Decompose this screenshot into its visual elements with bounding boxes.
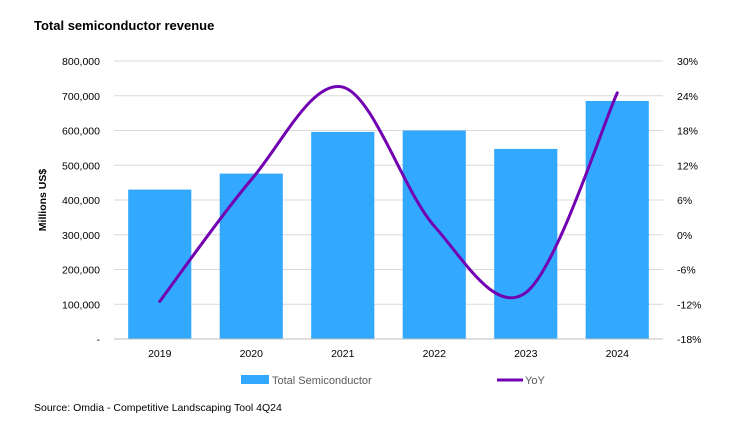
- y2-tick-label: 6%: [677, 195, 692, 207]
- bar: [128, 189, 192, 339]
- bar: [585, 100, 649, 340]
- y-tick-label: 500,000: [62, 160, 100, 172]
- y2-tick-label: -12%: [677, 299, 702, 311]
- source-note: Source: Omdia - Competitive Landscaping …: [34, 402, 282, 414]
- y-tick-label: 600,000: [62, 126, 100, 138]
- x-tick-label: 2020: [240, 348, 264, 360]
- legend-swatch-total-semiconductor: [241, 375, 269, 384]
- y2-tick-label: -6%: [677, 265, 696, 277]
- y-tick-label: 400,000: [62, 195, 100, 207]
- y-tick-label: 100,000: [62, 299, 100, 311]
- x-tick-label: 2021: [331, 348, 355, 360]
- y2-tick-label: 24%: [677, 91, 698, 103]
- y2-tick-label: 0%: [677, 230, 692, 242]
- y-tick-label: 700,000: [62, 91, 100, 103]
- y-axis-title: Millions US$: [37, 169, 49, 232]
- y-tick-label: 800,000: [62, 56, 100, 68]
- y2-tick-label: -18%: [677, 334, 702, 346]
- chart-title: Total semiconductor revenue: [34, 18, 215, 33]
- bar: [219, 173, 283, 339]
- x-tick-label: 2023: [514, 348, 538, 360]
- bar: [494, 148, 558, 339]
- legend-label-total-semiconductor: Total Semiconductor: [272, 375, 372, 387]
- bar: [311, 131, 375, 339]
- x-tick-label: 2019: [148, 348, 172, 360]
- y-tick-label: 200,000: [62, 265, 100, 277]
- x-tick-label: 2022: [423, 348, 447, 360]
- y-tick-label: 300,000: [62, 230, 100, 242]
- yoy-line: [158, 85, 619, 303]
- bar: [402, 130, 466, 339]
- y2-tick-label: 12%: [677, 160, 698, 172]
- y2-tick-label: 30%: [677, 56, 698, 68]
- legend-label-yoy: YoY: [525, 375, 545, 387]
- x-tick-label: 2024: [606, 348, 630, 360]
- y2-tick-label: 18%: [677, 126, 698, 138]
- y-tick-label: -: [97, 334, 101, 346]
